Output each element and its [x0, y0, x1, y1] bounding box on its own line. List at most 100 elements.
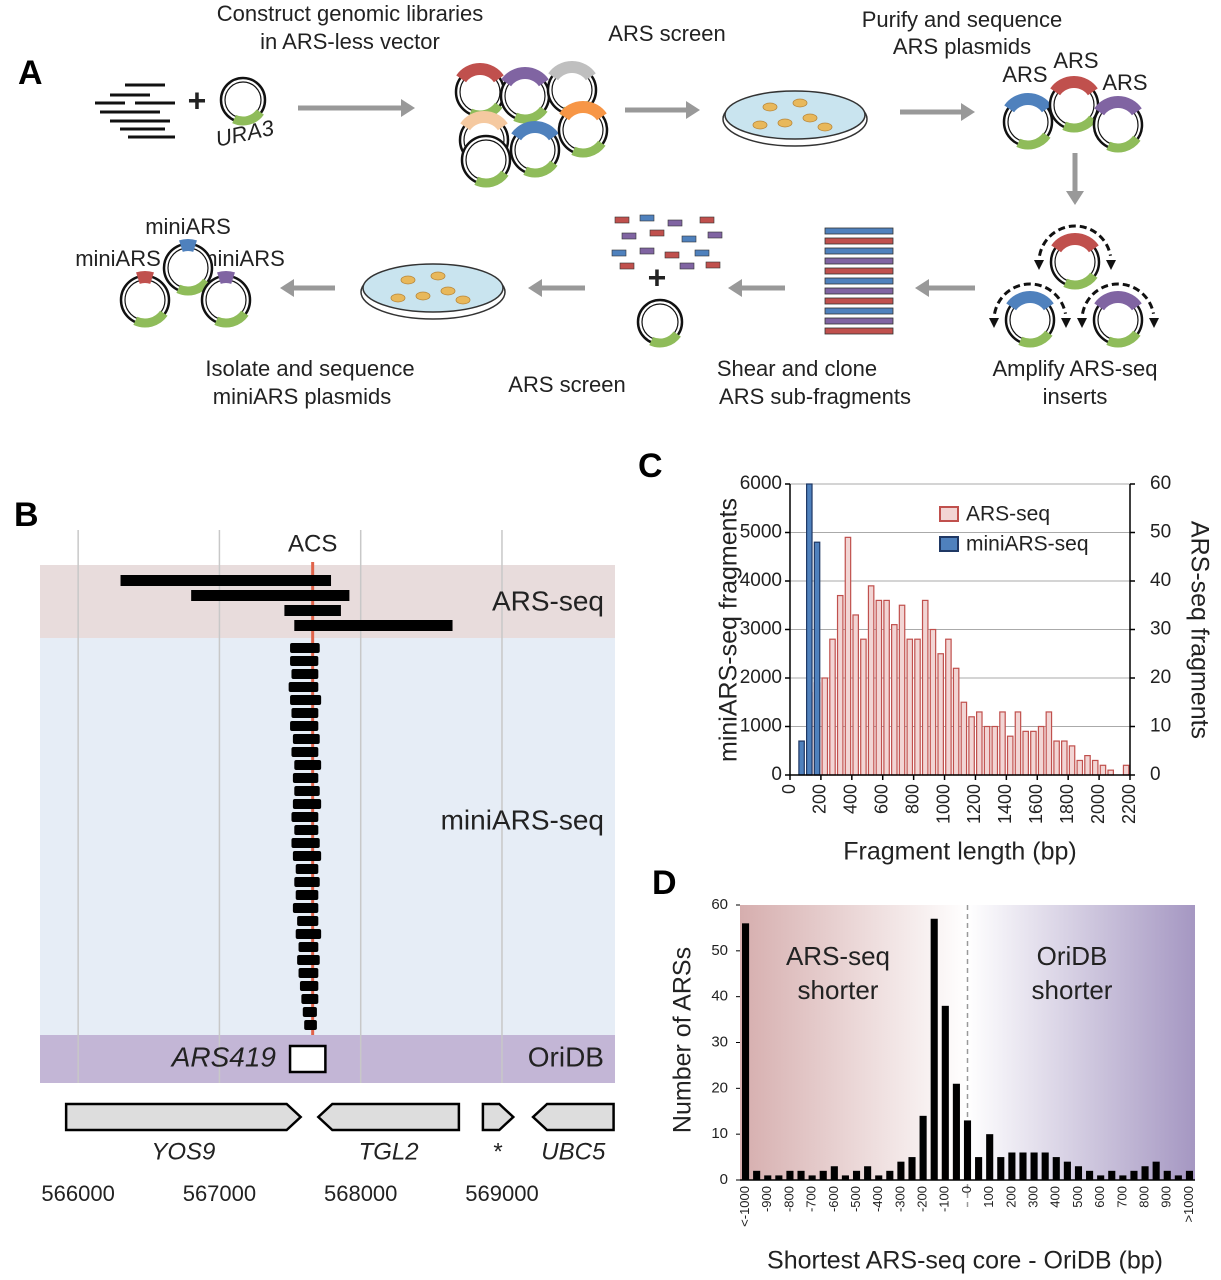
insert — [511, 121, 559, 141]
x-tick-label: 900 — [1159, 1186, 1174, 1208]
sub-fragment — [824, 277, 894, 285]
fragment — [298, 942, 319, 952]
track-band — [40, 1035, 615, 1083]
fragment — [295, 890, 319, 900]
fragment — [302, 1007, 317, 1017]
sub-fragment — [824, 247, 894, 255]
x-tick-label: 566000 — [41, 1181, 114, 1206]
primer — [1034, 260, 1044, 270]
step-text: ARS screen — [508, 372, 625, 397]
bar — [1185, 1170, 1194, 1180]
insert — [1006, 291, 1054, 311]
sub-fragment — [705, 261, 721, 269]
histogram-bar — [860, 638, 867, 776]
colony — [817, 122, 833, 132]
histogram-bar — [844, 536, 852, 776]
x-tick-label: <-1000 — [737, 1186, 752, 1227]
fragment — [294, 877, 320, 887]
annotation: ARS-seq — [786, 941, 890, 971]
legend-label: miniARS-seq — [966, 533, 1089, 556]
sub-fragment — [639, 247, 655, 255]
sub-fragment — [824, 317, 894, 325]
fragment — [291, 747, 319, 757]
sub-fragment — [664, 251, 680, 259]
fragment — [292, 851, 322, 861]
histogram-bar — [999, 711, 1006, 776]
miniars-label: miniARS — [145, 214, 231, 239]
bar — [1097, 1175, 1105, 1180]
histogram-bar — [821, 677, 829, 776]
y-tick-label: 0 — [720, 1171, 728, 1188]
x-tick-label: 600 — [1092, 1186, 1107, 1208]
bar — [864, 1166, 872, 1180]
arrow-head — [728, 279, 742, 297]
insert — [217, 271, 235, 284]
fragment — [191, 590, 350, 601]
y-tick-label: 1000 — [740, 716, 782, 737]
ars-label: ARS — [1053, 48, 1098, 73]
marker-gene — [232, 109, 264, 126]
histogram-bar — [813, 541, 821, 776]
sub-fragment — [649, 229, 665, 237]
histogram-bar — [945, 638, 952, 776]
arrow-head — [401, 99, 415, 117]
fragment — [292, 799, 322, 809]
marker-gene — [133, 310, 168, 328]
fragment — [291, 812, 319, 822]
insert — [1094, 291, 1142, 311]
fragment — [291, 669, 319, 679]
fragment — [299, 981, 319, 991]
fragment — [294, 825, 319, 835]
colony — [415, 291, 431, 301]
x-tick-label: 500 — [1070, 1186, 1085, 1208]
fragment — [295, 864, 319, 874]
miniars-label: miniARS — [75, 246, 161, 271]
fragment — [292, 734, 320, 744]
fragment — [295, 929, 322, 939]
histogram-bar — [1053, 740, 1060, 776]
sub-fragment — [694, 249, 710, 257]
fragment — [290, 721, 319, 731]
histogram-bar — [914, 638, 921, 776]
bar — [808, 1175, 816, 1180]
panel-label: B — [14, 496, 39, 534]
y2-tick-label: 60 — [1150, 473, 1171, 494]
dish — [724, 90, 866, 140]
colony — [390, 293, 406, 303]
fragment — [292, 773, 319, 783]
gene-name: YOS9 — [151, 1138, 215, 1165]
fragment — [297, 916, 319, 926]
sub-fragment — [824, 257, 894, 265]
arrow-head — [961, 103, 975, 121]
fragment — [290, 643, 320, 653]
y-tick-label: 40 — [711, 988, 728, 1005]
y-tick-label: 0 — [771, 764, 782, 785]
sub-fragment — [667, 219, 683, 227]
panel-label: D — [652, 864, 677, 902]
y-axis-label: Number of ARSs — [669, 947, 697, 1133]
sub-fragment — [699, 216, 715, 224]
sub-fragment — [824, 287, 894, 295]
y2-tick-label: 10 — [1150, 716, 1171, 737]
gene-name: UBC5 — [541, 1138, 606, 1165]
y-tick-label: 4000 — [740, 570, 782, 591]
y2-tick-label: 30 — [1150, 619, 1171, 640]
sub-fragment — [824, 297, 894, 305]
annotation: OriDB — [1037, 941, 1108, 971]
fragment — [301, 994, 319, 1004]
marker-gene — [1062, 115, 1097, 133]
histogram-bar — [1061, 740, 1068, 776]
histogram-bar — [1068, 745, 1076, 776]
marker-gene — [1063, 272, 1098, 290]
histogram-bar — [1030, 730, 1037, 776]
marker-gene — [649, 331, 681, 348]
bar — [886, 1170, 894, 1180]
x-tick-label: 568000 — [324, 1181, 397, 1206]
marker-gene — [571, 140, 606, 158]
acs-label: ACS — [288, 530, 337, 557]
histogram-bar — [891, 624, 898, 776]
bar — [1041, 1152, 1049, 1180]
step-text: Amplify ARS-seq — [992, 356, 1157, 381]
amplicon — [1038, 224, 1112, 257]
bar — [897, 1161, 905, 1180]
